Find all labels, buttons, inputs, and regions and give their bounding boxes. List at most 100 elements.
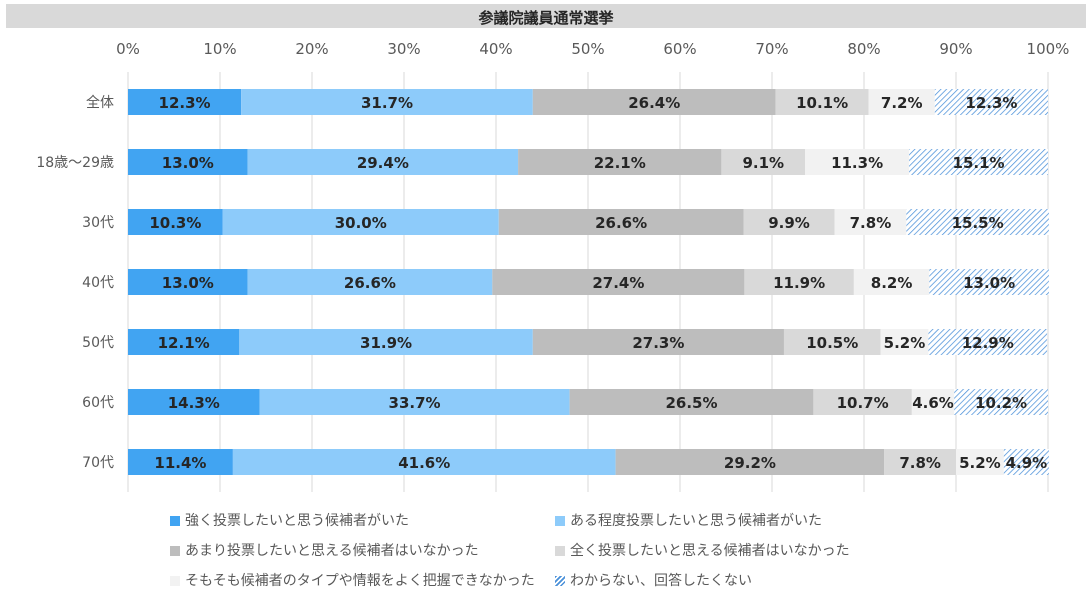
data-label: 31.9%	[360, 334, 412, 352]
data-label: 10.7%	[837, 394, 889, 412]
bar-segment	[934, 89, 1048, 115]
data-label: 14.3%	[168, 394, 220, 412]
bar-segment	[880, 329, 929, 355]
category-label: 30代	[82, 215, 114, 231]
legend-swatch	[170, 516, 180, 526]
bar-segment	[805, 149, 910, 175]
bar-segment	[834, 209, 907, 235]
data-label: 12.1%	[158, 334, 210, 352]
data-label: 5.2%	[884, 334, 926, 352]
bar-segment	[775, 89, 869, 115]
data-label: 11.3%	[831, 154, 883, 172]
data-label: 13.0%	[963, 274, 1015, 292]
bar-segment	[247, 149, 519, 175]
data-label: 11.4%	[154, 454, 206, 472]
category-label: 50代	[82, 335, 114, 351]
title-bar: 参議院議員通常選挙	[6, 4, 1086, 28]
data-label: 10.1%	[796, 94, 848, 112]
data-label: 9.1%	[742, 154, 784, 172]
data-label: 5.2%	[959, 454, 1001, 472]
category-label: 40代	[82, 275, 114, 291]
x-tick-label: 60%	[663, 40, 696, 58]
bar-segment	[929, 269, 1049, 295]
legend-item: 強く投票したいと思う候補者がいた	[170, 510, 409, 530]
bar-segment	[222, 209, 499, 235]
bar-segment	[241, 89, 533, 115]
data-label: 29.2%	[724, 454, 776, 472]
x-tick-label: 80%	[847, 40, 880, 58]
data-label: 15.5%	[952, 214, 1004, 232]
category-label: 60代	[82, 395, 114, 411]
legend-item: ある程度投票したいと思う候補者がいた	[555, 510, 822, 530]
bar-segment	[868, 89, 935, 115]
data-label: 7.8%	[850, 214, 892, 232]
data-label: 10.5%	[806, 334, 858, 352]
bar-segment	[492, 269, 745, 295]
bar-segment	[853, 269, 930, 295]
data-label: 22.1%	[594, 154, 646, 172]
bar-segment	[532, 89, 776, 115]
data-label: 41.6%	[398, 454, 450, 472]
bar-segment	[128, 449, 233, 475]
legend-label: ある程度投票したいと思う候補者がいた	[570, 513, 822, 529]
bar-segment	[239, 329, 533, 355]
x-tick-label: 30%	[387, 40, 420, 58]
legend-swatch	[555, 516, 565, 526]
bar-segment	[956, 449, 1004, 475]
data-label: 26.5%	[665, 394, 717, 412]
bar-segment	[569, 389, 814, 415]
bar-segment	[721, 149, 806, 175]
data-label: 27.4%	[592, 274, 644, 292]
data-label: 13.0%	[162, 154, 214, 172]
legend-item: わからない、回答したくない	[555, 570, 752, 590]
bar-segment	[128, 389, 260, 415]
data-label: 27.3%	[632, 334, 684, 352]
x-tick-label: 50%	[571, 40, 604, 58]
x-tick-label: 0%	[116, 40, 140, 58]
bar-segment	[744, 269, 854, 295]
x-tick-label: 10%	[203, 40, 236, 58]
bar-segment	[615, 449, 885, 475]
x-tick-label: 90%	[939, 40, 972, 58]
data-label: 10.3%	[149, 214, 201, 232]
data-label: 29.4%	[357, 154, 409, 172]
data-label: 30.0%	[335, 214, 387, 232]
bar-segment	[783, 329, 881, 355]
bar-segment	[128, 329, 240, 355]
bar-segment	[532, 329, 784, 355]
legend-swatch	[555, 546, 565, 556]
bar-segment	[954, 389, 1048, 415]
data-label: 26.4%	[628, 94, 680, 112]
data-label: 7.8%	[899, 454, 941, 472]
bar-segment	[813, 389, 912, 415]
legend-label: 全く投票したいと思える候補者はいなかった	[570, 543, 850, 559]
bar-segment	[906, 209, 1049, 235]
bar-segment	[928, 329, 1048, 355]
bar-segment	[884, 449, 956, 475]
x-tick-label: 100%	[1027, 40, 1070, 58]
data-label: 11.9%	[773, 274, 825, 292]
legend-item: あまり投票したいと思える候補者はいなかった	[170, 540, 479, 560]
data-label: 10.2%	[975, 394, 1027, 412]
x-tick-label: 40%	[479, 40, 512, 58]
category-label: 全体	[86, 94, 114, 111]
data-label: 33.7%	[389, 394, 441, 412]
legend-swatch	[170, 546, 180, 556]
bar-segment	[128, 269, 248, 295]
bar-segment	[128, 89, 242, 115]
data-label: 4.6%	[912, 394, 954, 412]
data-label: 4.9%	[1006, 454, 1048, 472]
data-label: 26.6%	[595, 214, 647, 232]
bar-segment	[498, 209, 744, 235]
data-label: 12.3%	[159, 94, 211, 112]
legend-item: 全く投票したいと思える候補者はいなかった	[555, 540, 850, 560]
data-label: 31.7%	[361, 94, 413, 112]
bar-segment	[909, 149, 1048, 175]
legend-label: わからない、回答したくない	[570, 573, 752, 589]
legend-label: 強く投票したいと思う候補者がいた	[185, 513, 409, 529]
data-label: 12.9%	[962, 334, 1014, 352]
data-label: 15.1%	[953, 154, 1005, 172]
bar-segment	[128, 149, 248, 175]
bar-segment	[1003, 449, 1049, 475]
